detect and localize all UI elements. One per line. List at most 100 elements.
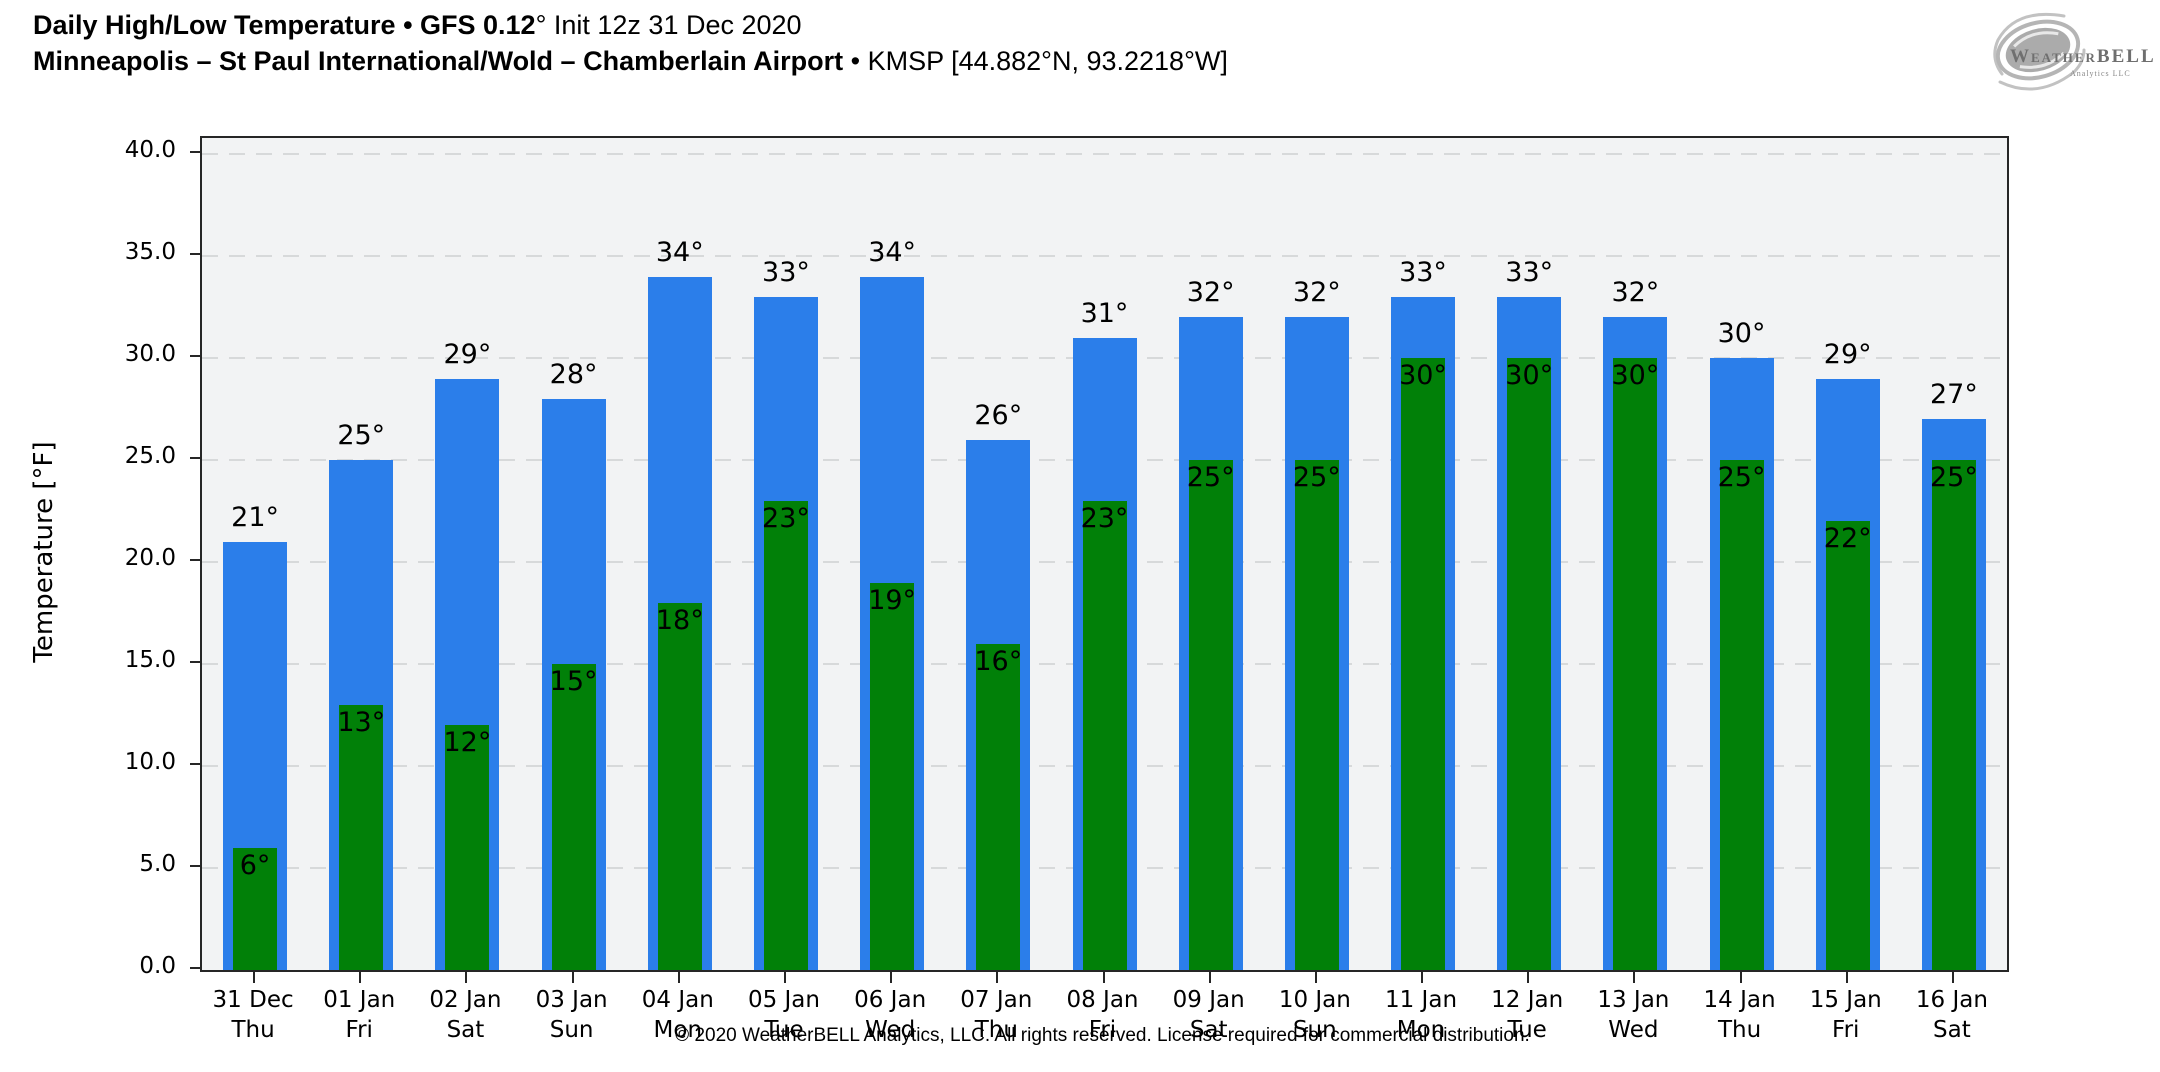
plot-area: 21° 6° 25° 13° 29° 12° 28° 15° 34° 18° 33° 23° 34° 19… <box>200 136 2009 972</box>
x-tick-mark-10 <box>1314 972 1317 983</box>
x-tick-mark-6 <box>890 972 893 983</box>
low-bar <box>339 704 384 970</box>
y-tick-mark-40 <box>190 151 201 154</box>
x-tick-weekday: Sun <box>549 1016 594 1043</box>
x-tick-date: 11 Jan <box>1384 987 1458 1013</box>
x-tick-weekday: Sat <box>1933 1016 1971 1043</box>
x-tick-mark-9 <box>1208 972 1211 983</box>
low-value-label: 22° <box>1823 523 1872 555</box>
x-tick-label-15: 15 Jan Fri <box>1781 986 1911 1046</box>
high-value-label: 31° <box>1080 297 1129 329</box>
x-tick-label-8: 08 Jan Fri <box>1038 986 1168 1046</box>
x-tick-label-1: 01 Jan Fri <box>294 986 424 1046</box>
low-value-label: 23° <box>1080 502 1129 534</box>
low-bar <box>1613 358 1658 970</box>
high-value-label: 28° <box>549 359 598 391</box>
low-bar <box>1188 460 1233 970</box>
y-tick-label-40: 40.0 <box>124 137 176 164</box>
low-value-label: 16° <box>974 645 1023 677</box>
y-tick-label-20: 20.0 <box>124 545 176 572</box>
x-tick-date: 07 Jan <box>960 987 1033 1013</box>
x-tick-label-14: 14 Jan Thu <box>1675 986 1805 1046</box>
x-tick-date: 05 Jan <box>747 987 820 1013</box>
x-tick-label-7: 07 Jan Thu <box>931 986 1061 1046</box>
chart-title-block: Daily High/Low Temperature • GFS 0.12° I… <box>33 8 1228 79</box>
x-tick-mark-12 <box>1527 972 1530 983</box>
x-tick-weekday: Thu <box>1717 1016 1762 1043</box>
x-tick-label-13: 13 Jan Wed <box>1568 986 1698 1046</box>
x-tick-label-5: 05 Jan Tue <box>719 986 849 1046</box>
high-value-label: 33° <box>1399 257 1447 289</box>
title-line-2: Minneapolis – St Paul International/Wold… <box>33 44 1228 80</box>
high-value-label: 34° <box>868 236 917 268</box>
x-tick-weekday: Tue <box>1507 1016 1547 1043</box>
low-bar <box>551 664 596 970</box>
x-tick-label-12: 12 Jan Tue <box>1462 986 1592 1046</box>
x-tick-weekday: Thu <box>231 1016 275 1043</box>
x-tick-weekday: Fri <box>1088 1016 1117 1043</box>
y-tick-mark-15 <box>190 661 201 664</box>
high-value-label: 29° <box>1823 338 1872 370</box>
x-tick-date: 04 Jan <box>641 987 714 1013</box>
low-value-label: 18° <box>655 604 704 636</box>
x-tick-weekday: Sat <box>1189 1016 1228 1043</box>
x-tick-weekday: Fri <box>1832 1016 1860 1043</box>
high-value-label: 33° <box>762 257 810 289</box>
x-tick-label-3: 03 Jan Sun <box>507 986 637 1046</box>
high-value-label: 33° <box>1505 257 1554 289</box>
high-value-label: 29° <box>443 338 492 370</box>
x-tick-weekday: Fri <box>345 1016 373 1043</box>
y-tick-label-30: 30.0 <box>124 341 176 368</box>
x-tick-label-11: 11 Jan Mon <box>1356 986 1486 1046</box>
low-value-label: 15° <box>549 666 598 698</box>
y-tick-label-25: 25.0 <box>124 443 176 470</box>
high-value-label: 32° <box>1611 277 1660 309</box>
x-tick-mark-14 <box>1739 972 1742 983</box>
x-tick-mark-1 <box>359 972 362 983</box>
low-bar <box>976 643 1021 970</box>
x-tick-date: 02 Jan <box>429 987 502 1013</box>
x-tick-mark-2 <box>465 972 468 983</box>
x-tick-label-10: 10 Jan Sun <box>1250 986 1380 1046</box>
x-tick-weekday: Wed <box>865 1016 916 1043</box>
x-tick-mark-15 <box>1845 972 1848 983</box>
x-tick-label-0: 31 Dec Thu <box>188 986 318 1046</box>
x-tick-weekday: Thu <box>974 1016 1018 1043</box>
low-bar <box>1401 358 1446 970</box>
x-tick-weekday: Sat <box>446 1016 485 1043</box>
title-line1-rest: ° Init 12z 31 Dec 2020 <box>535 10 802 40</box>
x-tick-label-6: 06 Jan Wed <box>825 986 955 1046</box>
low-value-label: 25° <box>1929 462 1978 494</box>
y-tick-mark-10 <box>190 763 201 766</box>
x-tick-date: 08 Jan <box>1066 987 1139 1013</box>
x-tick-label-16: 16 Jan Sat <box>1887 986 2017 1046</box>
y-tick-mark-0 <box>190 967 201 969</box>
x-tick-date: 10 Jan <box>1278 987 1351 1013</box>
y-tick-label-35: 35.0 <box>124 239 176 266</box>
title-line2-rest: • KMSP [44.882°N, 93.2218°W] <box>843 45 1228 76</box>
x-tick-label-9: 09 Jan Sat <box>1144 986 1274 1046</box>
x-tick-weekday: Wed <box>1608 1016 1659 1043</box>
low-value-label: 23° <box>762 502 810 534</box>
low-value-label: 6° <box>239 849 271 881</box>
x-tick-date: 09 Jan <box>1172 987 1245 1013</box>
x-tick-date: 01 Jan <box>323 987 396 1013</box>
high-value-label: 21° <box>231 501 280 533</box>
y-tick-mark-20 <box>190 559 201 562</box>
x-tick-mark-11 <box>1421 972 1424 983</box>
x-tick-weekday: Mon <box>653 1016 703 1043</box>
gridline-35 <box>202 255 2007 258</box>
hurricane-swirl-icon <box>1993 12 2086 91</box>
low-value-label: 25° <box>1186 462 1235 494</box>
x-tick-mark-5 <box>783 972 786 983</box>
x-tick-label-4: 04 Jan Mon <box>613 986 743 1046</box>
low-value-label: 12° <box>443 727 492 759</box>
x-tick-date: 31 Dec <box>212 987 294 1013</box>
high-value-label: 32° <box>1186 277 1235 309</box>
low-bar <box>233 847 278 970</box>
x-tick-mark-4 <box>677 972 680 983</box>
y-tick-mark-30 <box>190 355 201 358</box>
x-tick-label-2: 02 Jan Sat <box>400 986 530 1046</box>
high-value-label: 26° <box>974 399 1023 431</box>
